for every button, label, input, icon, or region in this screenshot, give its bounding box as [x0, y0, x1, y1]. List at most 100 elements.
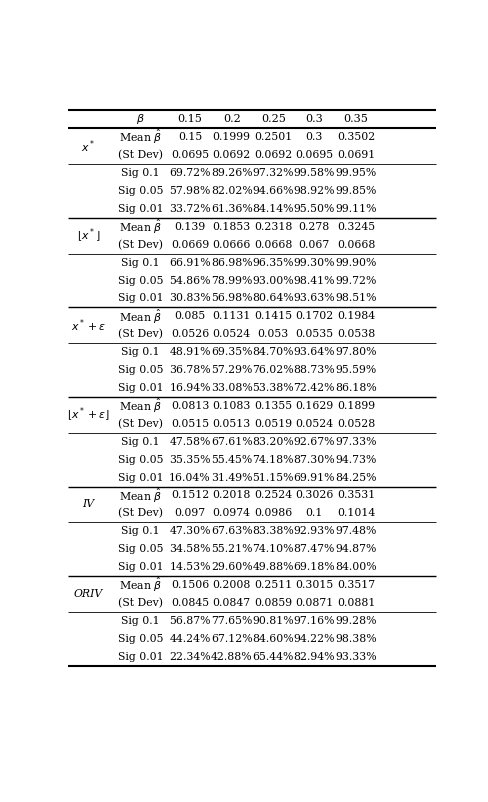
Text: Mean $\hat{\beta}$: Mean $\hat{\beta}$ — [119, 217, 162, 236]
Text: 0.3502: 0.3502 — [336, 132, 374, 142]
Text: (St Dev): (St Dev) — [118, 240, 163, 250]
Text: 33.08%: 33.08% — [210, 383, 252, 393]
Text: 0.1999: 0.1999 — [212, 132, 250, 142]
Text: 93.64%: 93.64% — [293, 347, 334, 357]
Text: 83.38%: 83.38% — [252, 526, 294, 537]
Text: 56.87%: 56.87% — [169, 616, 210, 626]
Text: 55.21%: 55.21% — [210, 545, 252, 554]
Text: 0.2008: 0.2008 — [212, 580, 250, 590]
Text: 0.0871: 0.0871 — [295, 598, 333, 608]
Text: 72.42%: 72.42% — [293, 383, 334, 393]
Text: 99.28%: 99.28% — [335, 616, 376, 626]
Text: 90.81%: 90.81% — [252, 616, 294, 626]
Text: Sig 0.05: Sig 0.05 — [118, 455, 163, 464]
Text: (St Dev): (St Dev) — [118, 329, 163, 339]
Text: 0.3026: 0.3026 — [294, 491, 333, 500]
Text: 0.1506: 0.1506 — [170, 580, 209, 590]
Text: 66.91%: 66.91% — [169, 257, 210, 268]
Text: 22.34%: 22.34% — [169, 652, 210, 662]
Text: 78.99%: 78.99% — [210, 276, 252, 286]
Text: 93.33%: 93.33% — [334, 652, 376, 662]
Text: $\lfloor x^* + \epsilon \rfloor$: $\lfloor x^* + \epsilon \rfloor$ — [67, 406, 110, 424]
Text: 0.0974: 0.0974 — [212, 508, 250, 518]
Text: 0.0695: 0.0695 — [295, 150, 333, 160]
Text: 0.0538: 0.0538 — [336, 330, 374, 339]
Text: 87.30%: 87.30% — [293, 455, 334, 464]
Text: 0.0691: 0.0691 — [336, 150, 374, 160]
Text: 0.0692: 0.0692 — [254, 150, 292, 160]
Text: 57.98%: 57.98% — [169, 186, 210, 196]
Text: Mean $\hat{\beta}$: Mean $\hat{\beta}$ — [119, 576, 162, 594]
Text: 0.0813: 0.0813 — [170, 401, 209, 411]
Text: 0.0524: 0.0524 — [212, 330, 250, 339]
Text: 0.2018: 0.2018 — [212, 491, 250, 500]
Text: 80.64%: 80.64% — [252, 294, 294, 303]
Text: 55.45%: 55.45% — [211, 455, 252, 464]
Text: Sig 0.01: Sig 0.01 — [118, 204, 163, 214]
Text: 0.278: 0.278 — [298, 222, 329, 232]
Text: 69.18%: 69.18% — [293, 562, 334, 572]
Text: 99.11%: 99.11% — [335, 204, 376, 214]
Text: 29.60%: 29.60% — [210, 562, 252, 572]
Text: 84.25%: 84.25% — [335, 472, 376, 483]
Text: 14.53%: 14.53% — [169, 562, 210, 572]
Text: 0.15: 0.15 — [178, 132, 202, 142]
Text: 0.2511: 0.2511 — [254, 580, 292, 590]
Text: 99.58%: 99.58% — [293, 168, 334, 178]
Text: 0.0845: 0.0845 — [171, 598, 208, 608]
Text: 0.35: 0.35 — [343, 114, 367, 124]
Text: 0.0669: 0.0669 — [170, 240, 209, 249]
Text: 0.3015: 0.3015 — [295, 580, 333, 590]
Text: 84.14%: 84.14% — [252, 204, 293, 214]
Text: 47.58%: 47.58% — [169, 437, 210, 447]
Text: 97.32%: 97.32% — [252, 168, 293, 178]
Text: 0.085: 0.085 — [174, 311, 205, 322]
Text: 42.88%: 42.88% — [210, 652, 252, 662]
Text: 87.47%: 87.47% — [293, 545, 334, 554]
Text: 54.86%: 54.86% — [169, 276, 210, 286]
Text: 94.66%: 94.66% — [252, 186, 293, 196]
Text: 84.00%: 84.00% — [334, 562, 376, 572]
Text: 94.73%: 94.73% — [335, 455, 376, 464]
Text: 98.41%: 98.41% — [293, 276, 334, 286]
Text: 0.3: 0.3 — [305, 114, 323, 124]
Text: 69.91%: 69.91% — [293, 472, 334, 483]
Text: 98.92%: 98.92% — [293, 186, 334, 196]
Text: 93.63%: 93.63% — [293, 294, 334, 303]
Text: 97.80%: 97.80% — [335, 347, 376, 357]
Text: 0.1: 0.1 — [305, 508, 322, 518]
Text: 36.78%: 36.78% — [169, 365, 210, 375]
Text: 97.48%: 97.48% — [335, 526, 376, 537]
Text: 16.04%: 16.04% — [169, 472, 210, 483]
Text: 99.30%: 99.30% — [293, 257, 334, 268]
Text: IV: IV — [82, 500, 94, 509]
Text: 94.22%: 94.22% — [293, 634, 334, 644]
Text: 74.10%: 74.10% — [252, 545, 293, 554]
Text: 0.0515: 0.0515 — [171, 419, 208, 429]
Text: Sig 0.01: Sig 0.01 — [118, 652, 163, 662]
Text: 0.053: 0.053 — [257, 330, 288, 339]
Text: 0.2524: 0.2524 — [254, 491, 292, 500]
Text: 0.25: 0.25 — [261, 114, 285, 124]
Text: Sig 0.05: Sig 0.05 — [118, 276, 163, 286]
Text: 0.1629: 0.1629 — [295, 401, 333, 411]
Text: 31.49%: 31.49% — [210, 472, 252, 483]
Text: 0.1131: 0.1131 — [212, 311, 250, 322]
Text: 0.0524: 0.0524 — [295, 419, 333, 429]
Text: 76.02%: 76.02% — [252, 365, 294, 375]
Text: 0.2318: 0.2318 — [254, 222, 292, 232]
Text: 77.65%: 77.65% — [210, 616, 252, 626]
Text: Sig 0.01: Sig 0.01 — [118, 294, 163, 303]
Text: 65.44%: 65.44% — [252, 652, 293, 662]
Text: 30.83%: 30.83% — [169, 294, 210, 303]
Text: 84.70%: 84.70% — [252, 347, 293, 357]
Text: 0.3245: 0.3245 — [336, 222, 374, 232]
Text: 0.3: 0.3 — [305, 132, 322, 142]
Text: 0.0847: 0.0847 — [212, 598, 250, 608]
Text: 0.0668: 0.0668 — [254, 240, 292, 249]
Text: 0.139: 0.139 — [174, 222, 205, 232]
Text: Sig 0.1: Sig 0.1 — [121, 347, 160, 357]
Text: 0.2: 0.2 — [223, 114, 240, 124]
Text: Sig 0.05: Sig 0.05 — [118, 634, 163, 644]
Text: 69.35%: 69.35% — [210, 347, 252, 357]
